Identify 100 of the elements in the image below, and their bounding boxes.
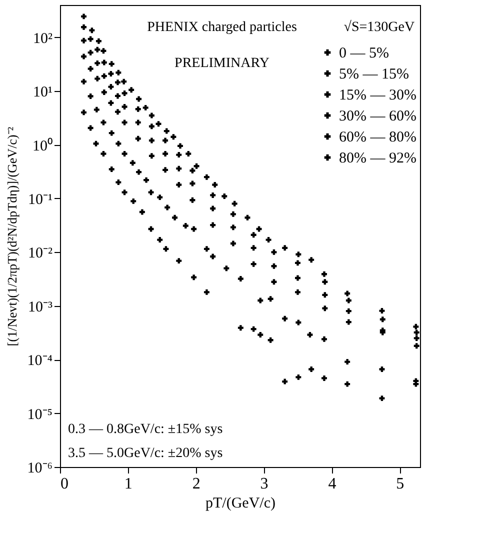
point <box>139 209 145 215</box>
point <box>271 249 277 255</box>
x-axis-title: pT/(GeV/c) <box>206 496 276 512</box>
point <box>346 308 352 314</box>
point <box>379 308 385 314</box>
point <box>121 78 127 84</box>
point <box>230 211 236 217</box>
x-tick-label: 0 <box>60 476 68 492</box>
point <box>266 237 272 243</box>
point <box>148 190 154 196</box>
point <box>307 332 313 338</box>
point <box>379 366 385 372</box>
point <box>322 292 328 298</box>
point <box>271 263 277 269</box>
point <box>94 60 100 66</box>
point <box>177 143 183 149</box>
point <box>89 28 95 34</box>
point <box>157 237 163 243</box>
point <box>210 222 216 228</box>
point <box>135 120 141 126</box>
point <box>162 151 168 156</box>
point <box>308 366 314 372</box>
point <box>414 330 420 336</box>
point <box>321 336 327 342</box>
point <box>346 298 352 304</box>
point <box>108 166 114 172</box>
point <box>81 14 87 20</box>
point <box>88 50 94 56</box>
point <box>122 90 128 96</box>
point <box>172 214 178 220</box>
point <box>101 73 107 79</box>
point <box>164 128 170 134</box>
point <box>224 266 230 272</box>
point <box>321 375 327 381</box>
y-tick-label: 10⁻⁶ <box>27 460 52 476</box>
point <box>190 180 196 186</box>
point <box>108 71 114 76</box>
point <box>250 261 256 267</box>
point <box>122 151 128 156</box>
point <box>96 38 102 44</box>
point <box>322 279 328 285</box>
point <box>186 151 192 156</box>
point <box>114 93 120 99</box>
legend-label: 15% — 30% <box>339 88 416 104</box>
point <box>344 359 350 365</box>
point <box>100 120 106 126</box>
point <box>88 36 94 42</box>
point <box>81 54 87 60</box>
point <box>94 46 100 52</box>
point <box>94 106 100 112</box>
point <box>379 396 385 402</box>
point <box>194 163 200 169</box>
point <box>250 245 256 251</box>
point <box>296 320 302 326</box>
point <box>230 224 236 230</box>
annotation: 3.5 — 5.0GeV/c: ±20% sys <box>68 446 223 461</box>
point <box>238 325 244 331</box>
point <box>414 343 420 349</box>
point <box>122 190 128 196</box>
point <box>136 96 142 102</box>
x-tick-label: 2 <box>192 476 200 492</box>
point <box>212 182 218 188</box>
x-tick-label: 4 <box>328 476 336 492</box>
point <box>122 120 128 126</box>
point <box>250 232 256 238</box>
point <box>81 78 87 84</box>
point <box>238 276 244 282</box>
point <box>210 206 216 212</box>
legend-label: 30% — 60% <box>339 108 416 124</box>
point <box>282 316 288 322</box>
point <box>135 106 141 112</box>
y-tick-label: 10⁰ <box>32 137 52 154</box>
y-tick-label: 10⁻⁴ <box>27 353 52 370</box>
point <box>142 104 148 110</box>
point <box>204 174 210 180</box>
point <box>130 160 136 166</box>
point <box>308 257 314 263</box>
point <box>294 289 300 295</box>
point <box>191 274 197 280</box>
point <box>182 223 188 229</box>
point <box>268 337 274 343</box>
point <box>294 275 300 281</box>
point <box>232 200 238 206</box>
y-axis-title: [(1/Nevt)(1/2πpT)(d²N/dpTdη)]/(GeV/c)⁻² <box>4 126 20 346</box>
point <box>210 192 216 198</box>
point <box>190 168 196 174</box>
point <box>101 90 107 95</box>
point <box>88 66 94 72</box>
point <box>81 38 87 44</box>
y-tick-label: 10⁻³ <box>28 299 53 316</box>
point <box>250 326 256 332</box>
legend-label: 80% — 92% <box>339 150 416 166</box>
y-tick-label: 10⁻¹ <box>28 192 52 208</box>
point <box>294 260 300 266</box>
y-tick-label: 10⁻⁵ <box>27 406 52 423</box>
point <box>130 198 136 204</box>
x-tick-label: 3 <box>260 476 268 492</box>
point <box>282 378 288 384</box>
legend-label: 0 — 5% <box>339 46 389 62</box>
point <box>176 182 182 188</box>
